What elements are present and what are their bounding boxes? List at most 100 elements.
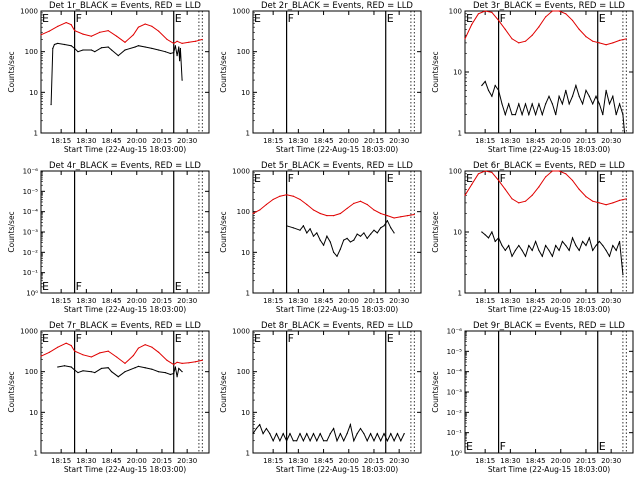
det-6r-point-events (595, 244, 597, 247)
det-1r-point-events (77, 51, 79, 53)
det-5r-point-lld (299, 198, 301, 201)
det-9r-ytick-label: 10⁻⁴ (447, 368, 463, 376)
det-7r-point-lld (57, 346, 59, 348)
det-9r-title: Det 9r_BLACK = Events, RED = LLD (473, 321, 625, 331)
det-6r-xlabel: Start Time (22-Aug-15 18:03:00) (488, 305, 610, 314)
det-5r-ytick-label: 10 (241, 249, 250, 257)
det-1r-point-events (181, 79, 183, 81)
det-5r-series-lld (252, 194, 415, 219)
det-3r-point-events (484, 80, 486, 83)
det-5r-point-events (306, 232, 308, 234)
det-7r-xlabel: Start Time (22-Aug-15 18:03:00) (64, 465, 186, 474)
det-5r-point-events (393, 232, 395, 234)
det-9r-ytick-label: 10⁰ (450, 450, 462, 458)
det-7r-point-lld (99, 352, 101, 354)
det-2r-xtick-label: 18:45 (313, 137, 333, 145)
det-8r-point-events (380, 440, 382, 442)
det-6r-point-lld (538, 186, 540, 188)
det-3r-point-lld (558, 10, 560, 12)
det-8r-ytick-label: 10 (241, 409, 250, 417)
det-5r-xlabel: Start Time (22-Aug-15 18:03:00) (276, 305, 398, 314)
det-9r-axes-frame (464, 330, 634, 454)
det-1r-point-events (82, 49, 84, 51)
det-3r-point-events (598, 103, 601, 105)
det-1r-point-lld (194, 40, 197, 42)
det-8r-point-events (396, 432, 399, 435)
det-8r-point-events (343, 440, 345, 442)
det-3r-point-events (541, 114, 543, 116)
det-8r-marker-second: F (288, 332, 294, 345)
det-3r-point-lld (598, 42, 601, 44)
det-3r-point-lld (592, 40, 594, 42)
det-5r-point-events (329, 241, 331, 243)
det-7r-point-lld (82, 354, 84, 356)
det-6r-point-events (541, 255, 543, 257)
det-5r-point-events (333, 251, 335, 253)
det-3r-point-events (531, 103, 533, 105)
det-6r-point-events (531, 249, 533, 251)
det-5r-point-lld (339, 212, 341, 215)
det-7r-point-lld (151, 346, 153, 348)
det-6r-point-lld (558, 170, 560, 172)
det-8r-point-events (370, 432, 372, 435)
det-3r-point-lld (518, 42, 520, 44)
det-3r-point-events (494, 84, 496, 87)
det-5r-ytick-label: 1 (246, 290, 250, 298)
det-3r-point-events (571, 95, 574, 97)
det-1r-ytick-label: 1 (34, 130, 38, 138)
det-6r-point-events (498, 237, 500, 239)
det-4r-ytick-label: 10⁻⁵ (23, 188, 39, 196)
det-2r-ytick-label: 1000 (232, 8, 250, 16)
det-7r-point-events (107, 367, 109, 369)
det-3r-point-events (558, 95, 560, 97)
det-4r-ytick-label: 10⁻² (23, 249, 39, 257)
det-1r-point-events (174, 45, 176, 47)
det-8r-point-events (393, 440, 395, 442)
det-1r-point-events (52, 47, 54, 50)
det-5r-point-events (302, 225, 304, 227)
det-3r-point-events (545, 103, 547, 105)
det-6r-point-events (575, 244, 577, 247)
det-8r-point-events (286, 440, 288, 442)
det-1r-point-events (117, 55, 119, 57)
det-6r-point-events (501, 244, 503, 247)
det-5r-point-events (346, 237, 348, 240)
det-8r-point-events (346, 432, 348, 435)
det-6r-point-events (622, 274, 624, 276)
det-5r-point-lld (272, 198, 274, 201)
det-4r-xtick-label: 18:45 (101, 297, 121, 305)
det-1r-point-events (179, 60, 181, 62)
det-3r-point-events (608, 103, 611, 105)
det-8r-point-events (400, 440, 402, 442)
det-5r-xtick-label: 20:15 (364, 297, 384, 305)
det-1r-xtick-label: 18:30 (76, 137, 96, 145)
det-7r-ytick-label: 1000 (20, 328, 38, 336)
det-5r-ytick-label: 100 (237, 208, 250, 216)
det-6r-marker-third: E (599, 172, 606, 185)
det-5r-xtick-label: 18:15 (263, 297, 283, 305)
det-3r-point-events (511, 114, 513, 116)
det-7r-point-events (137, 365, 140, 367)
det-7r-point-lld (90, 356, 92, 358)
det-1r-point-lld (188, 41, 190, 43)
det-3r-point-lld (511, 38, 513, 40)
det-1r-point-events (178, 46, 180, 48)
det-6r-point-lld (612, 202, 614, 204)
det-8r-point-events (289, 432, 291, 435)
det-3r-point-events (498, 89, 500, 91)
det-1r-point-lld (144, 23, 146, 25)
det-3r-point-events (518, 103, 520, 105)
det-7r-point-events (63, 365, 66, 367)
det-5r-point-lld (406, 215, 409, 217)
det-7r-point-events (178, 367, 180, 370)
det-1r-point-lld (70, 24, 72, 26)
det-8r-point-events (363, 432, 365, 435)
det-6r-point-lld (585, 196, 587, 198)
det-3r-point-lld (565, 13, 567, 15)
det-4r-xtick-label: 20:30 (177, 297, 197, 305)
det-7r-point-lld (137, 347, 140, 349)
det-7r-xtick-label: 18:45 (101, 457, 121, 465)
det-3r-xtick-label: 18:30 (500, 137, 520, 145)
det-5r-point-lld (326, 215, 328, 217)
det-7r-point-lld (48, 351, 51, 353)
